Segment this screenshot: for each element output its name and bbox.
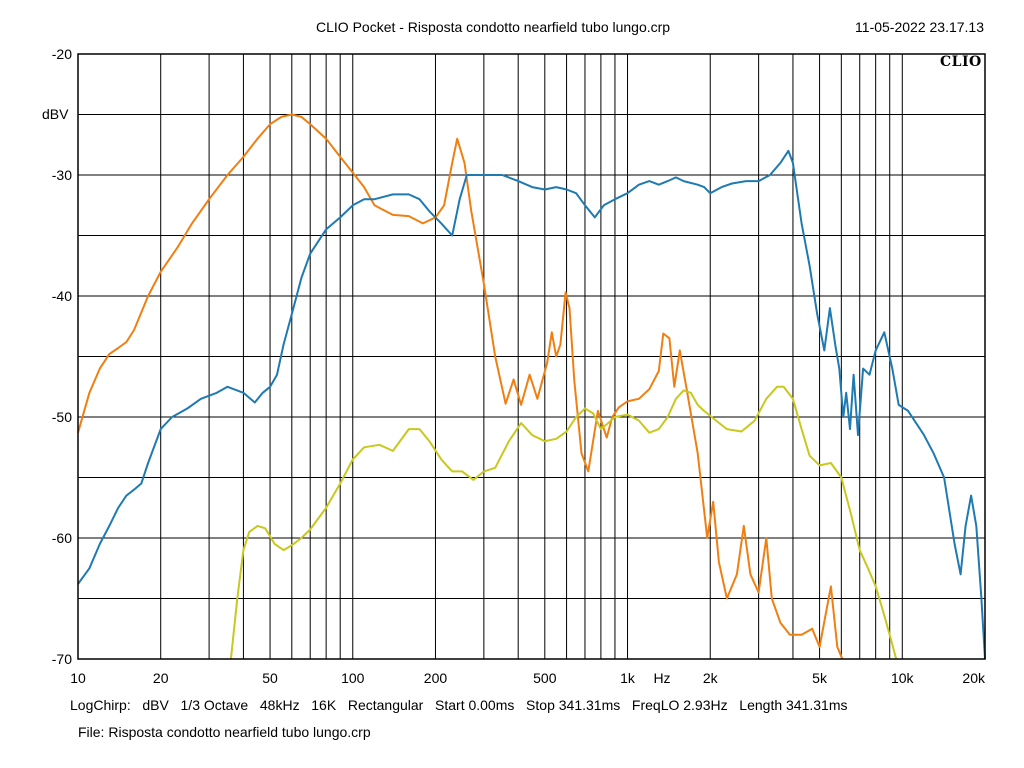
x-axis-tick-labels: 10 20 50 100 200 500 1k 2k 5k 10k 20k	[70, 670, 986, 686]
y-tick-label: -30	[52, 167, 72, 183]
x-tick-label: 1k	[620, 670, 636, 686]
measurement-parameters: LogChirp: dBV 1/3 Octave 48kHz 16K Recta…	[70, 697, 848, 713]
series-line-2	[77, 149, 986, 660]
plot-curves	[77, 113, 986, 660]
y-tick-label: -40	[52, 288, 72, 304]
x-tick-label: 20k	[962, 670, 986, 686]
y-axis-unit-label: dBV	[42, 106, 69, 122]
y-tick-label: -70	[52, 651, 72, 667]
y-tick-label: -50	[52, 409, 72, 425]
param-item: Rectangular	[336, 697, 424, 713]
y-tick-label: -20	[52, 46, 72, 62]
x-tick-label: 10k	[891, 670, 915, 686]
x-tick-label: 500	[533, 670, 557, 686]
timestamp: 11-05-2022 23.17.13	[855, 19, 984, 35]
param-item: LogChirp:	[70, 697, 131, 713]
param-item: Length 341.31ms	[727, 697, 848, 713]
x-axis-unit-label: Hz	[653, 670, 670, 686]
param-item: 1/3 Octave	[168, 697, 249, 713]
file-name: Risposta condotto nearfield tubo lungo.c…	[108, 724, 371, 740]
x-tick-label: 10	[70, 670, 86, 686]
x-tick-label: 20	[153, 670, 169, 686]
file-label: File:	[78, 724, 105, 740]
y-tick-label: -60	[52, 530, 72, 546]
param-item: Start 0.00ms	[423, 697, 515, 713]
chart-title: CLIO Pocket - Risposta condotto nearfiel…	[316, 19, 671, 35]
clio-logo: CLIO	[940, 54, 982, 70]
series-line-3	[229, 385, 898, 660]
param-item: FreqLO 2.93Hz	[620, 697, 728, 713]
x-tick-label: 5k	[812, 670, 828, 686]
series-line-1	[77, 113, 844, 660]
x-tick-label: 100	[341, 670, 365, 686]
plot-frame	[77, 53, 986, 660]
x-tick-label: 2k	[703, 670, 719, 686]
x-tick-label: 50	[262, 670, 278, 686]
y-axis-tick-labels: -20 -30 -40 -50 -60 -70	[52, 46, 72, 667]
param-item: 16K	[299, 697, 337, 713]
param-item: Stop 341.31ms	[514, 697, 621, 713]
plot-grid	[78, 54, 985, 659]
file-info: File: Risposta condotto nearfield tubo l…	[78, 724, 371, 740]
param-item: dBV	[130, 697, 169, 713]
param-item: 48kHz	[248, 697, 300, 713]
x-tick-label: 200	[424, 670, 448, 686]
